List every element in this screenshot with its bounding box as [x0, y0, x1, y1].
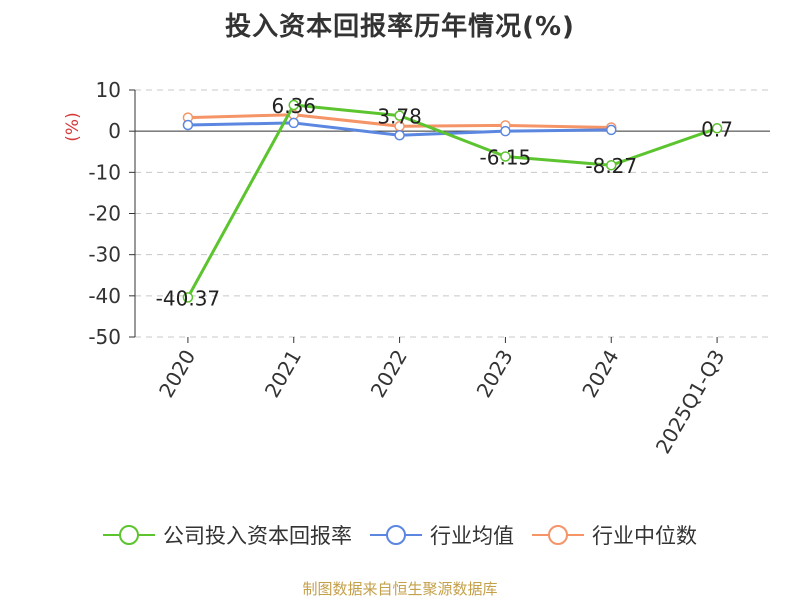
x-tick-label: 2020 — [154, 346, 200, 402]
data-point — [182, 292, 194, 303]
data-point — [711, 123, 723, 134]
legend-line-marker-icon — [370, 525, 422, 545]
x-tick-label: 2021 — [260, 346, 306, 402]
legend-item-median[interactable]: 行业中位数 — [532, 520, 697, 550]
legend-item-company[interactable]: 公司投入资本回报率 — [103, 520, 352, 550]
x-tick-label: 2024 — [577, 346, 623, 402]
data-point — [500, 125, 511, 137]
data-point — [394, 110, 405, 121]
legend-label-avg: 行业均值 — [430, 524, 514, 548]
data-point — [500, 151, 511, 162]
legend-line-marker-icon — [532, 525, 584, 545]
data-label: 6.36 — [271, 94, 316, 118]
source-note: 制图数据来自恒生聚源数据库 — [302, 580, 498, 598]
y-tick-label: -10 — [88, 160, 121, 184]
data-label: -6.15 — [480, 145, 532, 169]
data-point — [182, 119, 194, 131]
x-tick-label: 2025Q1-Q3 — [651, 346, 730, 458]
legend-line-marker-icon — [103, 525, 155, 545]
y-tick-label: -30 — [88, 243, 121, 267]
data-point — [288, 99, 299, 111]
data-point — [394, 130, 405, 141]
data-point — [606, 159, 617, 171]
legend-label-company: 公司投入资本回报率 — [163, 524, 352, 548]
chart-title: 投入资本回报率历年情况(%) — [225, 12, 575, 42]
x-tick-label: 2022 — [366, 346, 412, 402]
data-label: 0.7 — [701, 117, 733, 141]
data-point — [606, 124, 617, 136]
legend: 公司投入资本回报率 行业均值 行业中位数 — [0, 520, 800, 550]
data-point — [288, 117, 299, 129]
y-tick-label: 10 — [96, 78, 121, 102]
series-line — [186, 103, 718, 299]
y-tick-label: -40 — [88, 284, 121, 308]
legend-item-avg[interactable]: 行业均值 — [370, 520, 514, 550]
legend-label-median: 行业中位数 — [592, 524, 697, 548]
data-label: -8.27 — [585, 154, 637, 178]
x-tick-label: 2023 — [472, 346, 518, 402]
data-label: 3.78 — [377, 105, 422, 129]
y-tick-label: -20 — [88, 202, 121, 226]
data-label: -40.37 — [156, 286, 220, 310]
y-axis-label: (%) — [63, 112, 83, 141]
y-tick-label: -50 — [88, 325, 121, 349]
y-tick-label: 0 — [108, 119, 121, 143]
